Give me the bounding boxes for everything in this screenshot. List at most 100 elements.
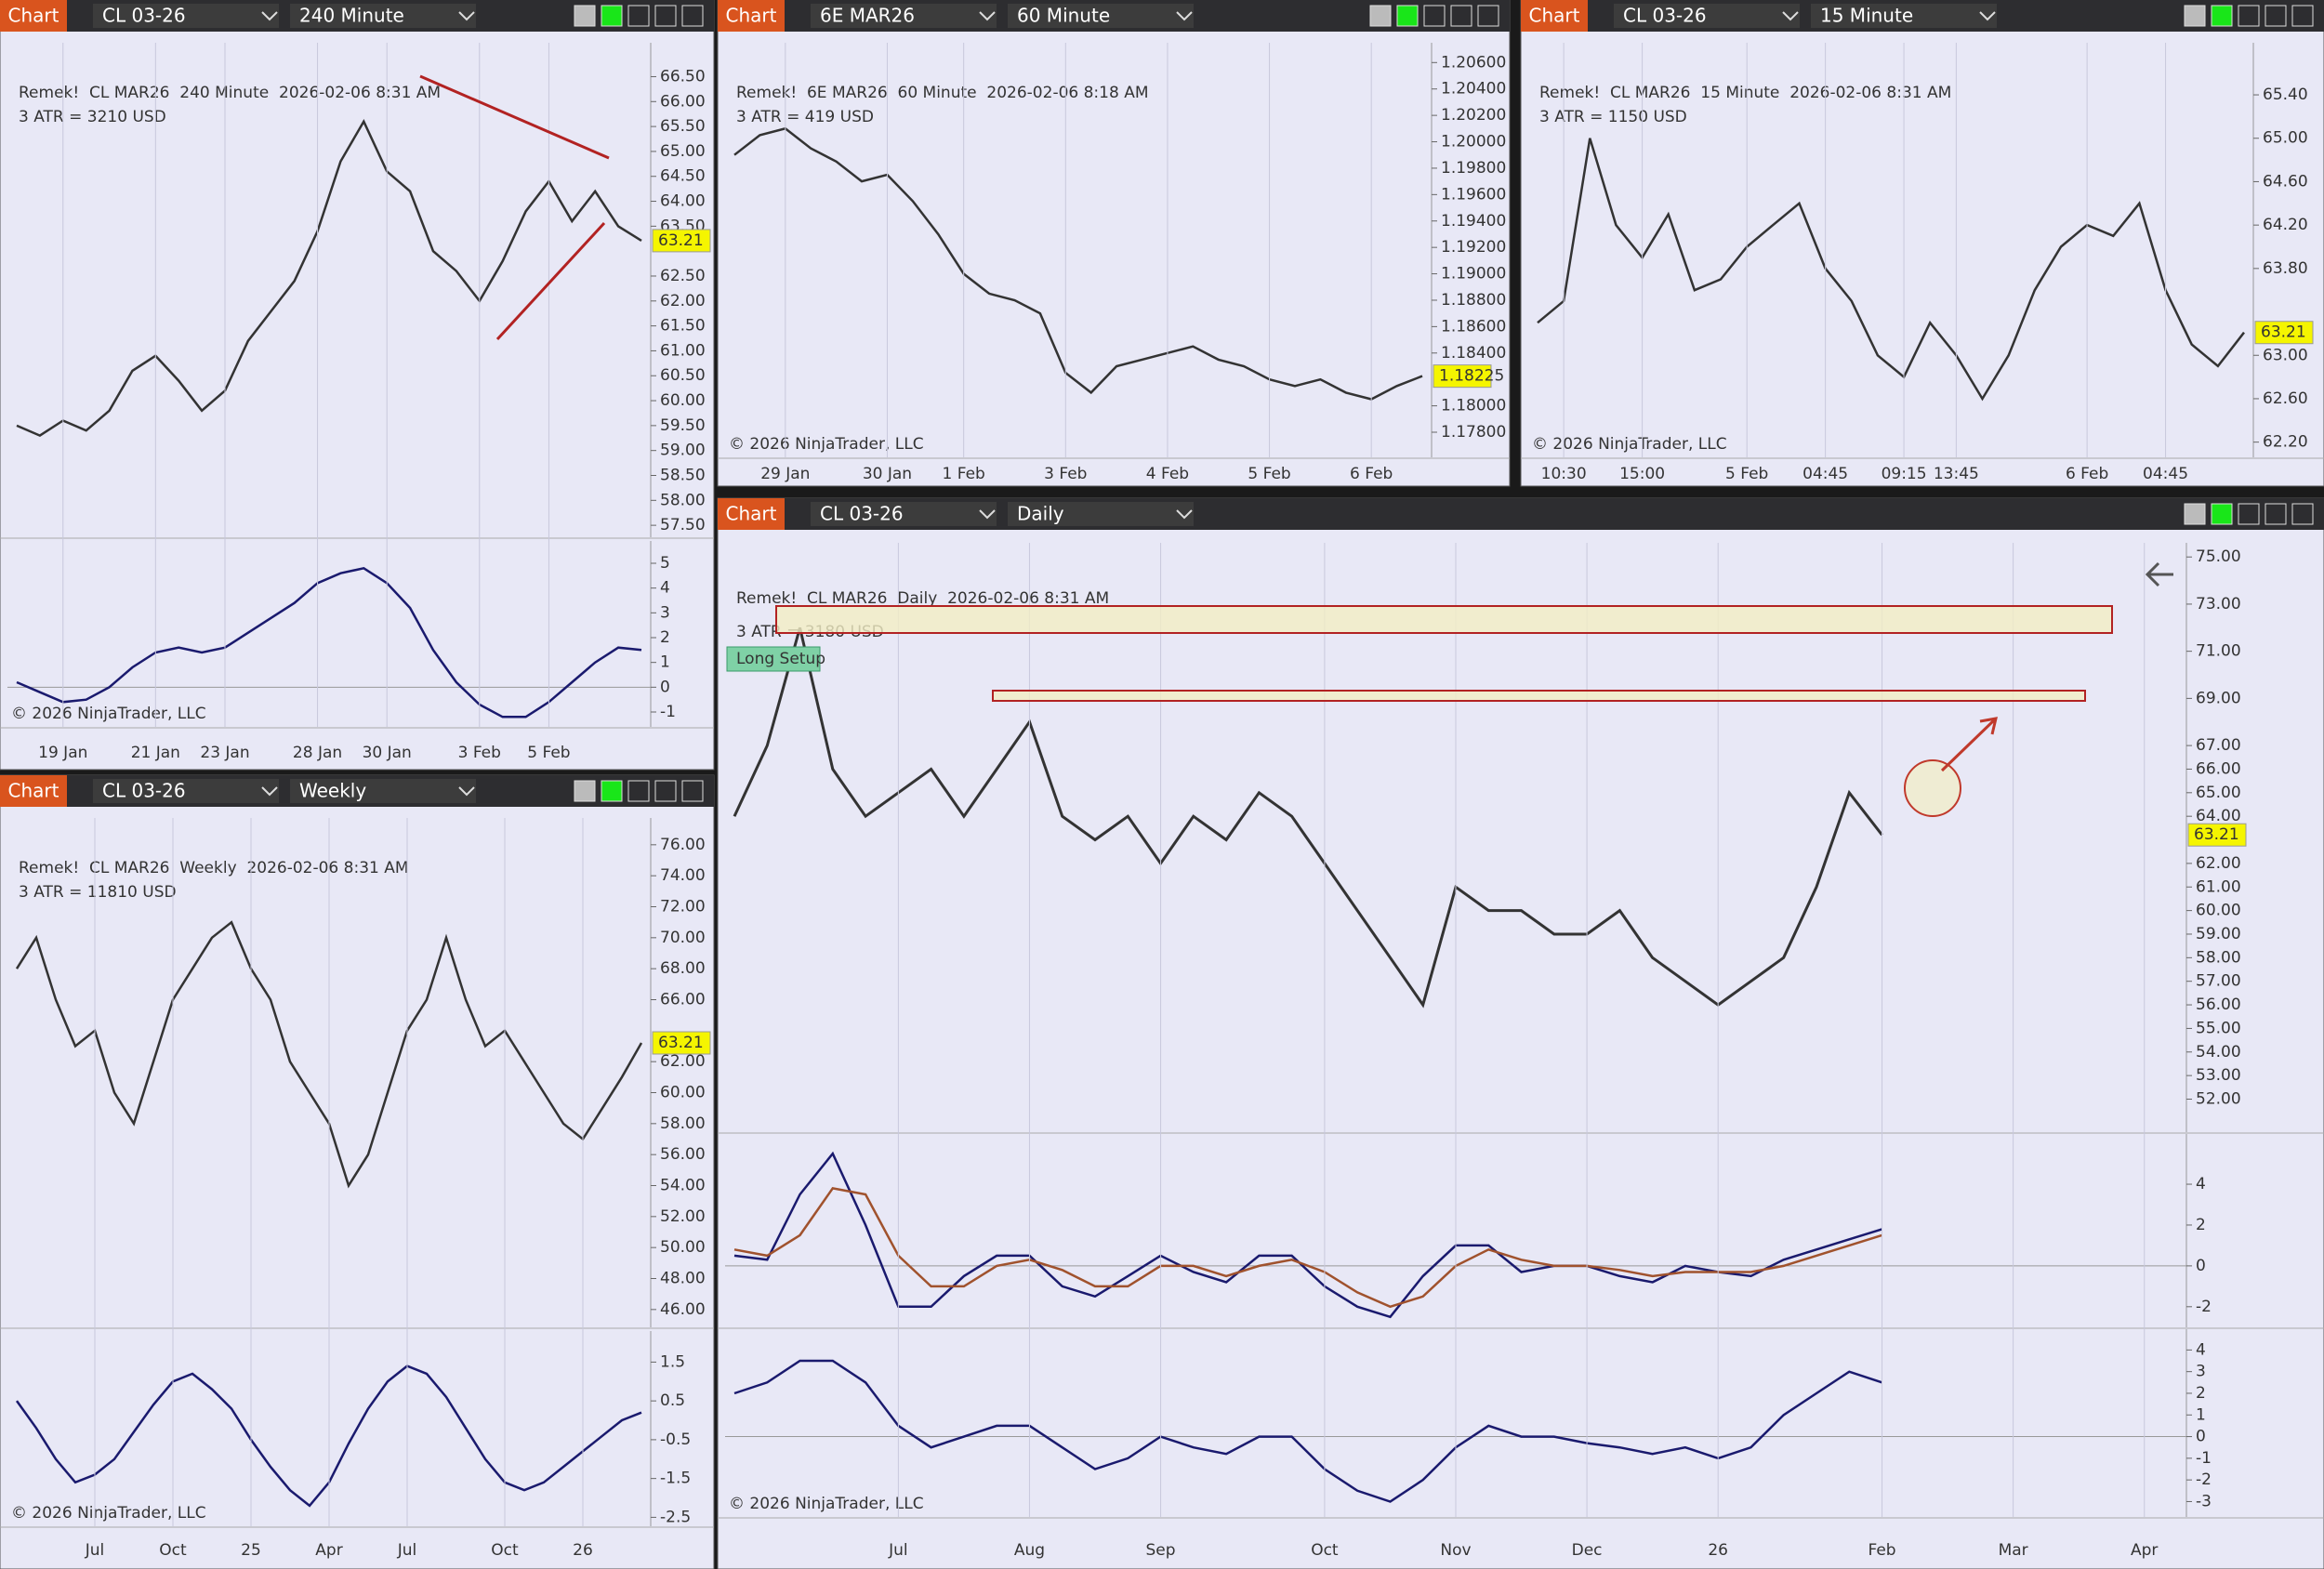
chart-window: Chart CL 03-26 15 Minute 62.20 62.60 63.00 63.… [1520,0,2324,487]
last-price-marker [1433,364,1492,389]
instrument-select[interactable] [1614,4,1800,28]
copyright: © 2026 NinjaTrader, LLC [729,435,924,454]
window-button[interactable] [1423,5,1446,27]
instrument-label[interactable]: CL 03-26 [102,5,186,27]
back-arrow[interactable] [2145,561,2173,587]
window-button[interactable] [1396,5,1419,27]
interval-select[interactable] [290,4,476,28]
window-button[interactable] [2265,5,2287,27]
interval-label[interactable]: Daily [1017,503,1064,525]
window-button[interactable] [2291,5,2314,27]
instrument-label[interactable]: CL 03-26 [102,780,186,802]
y-tick-label: 57.50 [660,516,706,534]
window-button[interactable] [2211,503,2233,525]
interval-select[interactable] [290,779,476,803]
chart-tab[interactable] [718,0,785,32]
chart-tab[interactable] [0,0,67,32]
x-tick-label: Jul [888,1541,908,1560]
window-button[interactable] [2184,503,2206,525]
chart-tab[interactable] [0,775,67,807]
y-tick-label: 64.00 [660,192,706,211]
y-tick-label: 1.20600 [1441,53,1506,72]
x-tick-label: 5 Feb [527,744,570,762]
window-button[interactable] [1477,5,1499,27]
interval-label[interactable]: 240 Minute [299,5,404,27]
y-tick-label: 63.00 [2263,346,2308,364]
x-tick-label: 13:45 [1934,465,1979,483]
chart-tab-label[interactable]: Chart [726,503,777,525]
y-tick-label: 58.00 [660,491,706,509]
y-tick-label: 73.00 [2196,595,2241,613]
instrument-label[interactable]: CL 03-26 [1623,5,1707,27]
window-button[interactable] [654,780,677,802]
window-button[interactable] [2238,503,2260,525]
y-tick-label: 58.50 [660,467,706,485]
window-button[interactable] [627,5,650,27]
instrument-select[interactable] [811,502,997,526]
chart-header: Remek! CL MAR26 Weekly 2026-02-06 8:31 A… [19,859,409,877]
dropdown-caret [1979,11,1996,21]
long-setup-label[interactable]: Long Setup [736,650,825,668]
instrument-label[interactable]: CL 03-26 [820,503,904,525]
x-tick-label: 09:15 [1882,465,1927,483]
y-tick-label: 3 [2196,1363,2206,1381]
x-tick-label: 5 Feb [1725,465,1768,483]
chart-tab[interactable] [718,498,785,530]
y-tick-label: 62.00 [660,292,706,310]
interval-label[interactable]: 60 Minute [1017,5,1110,27]
long-setup-button[interactable] [726,646,821,672]
instrument-select[interactable] [93,4,279,28]
window-button[interactable] [681,5,704,27]
chart-tab[interactable] [1521,0,1588,32]
y-tick-label: 1.18800 [1441,291,1506,310]
dropdown-caret [458,11,475,21]
x-tick-label: 29 Jan [760,465,810,483]
window-button[interactable] [574,780,596,802]
window-button[interactable] [2291,503,2314,525]
window-button[interactable] [601,780,623,802]
y-tick-label: 62.60 [2263,389,2308,408]
x-tick-label: 1 Feb [943,465,985,483]
chart-tab-label[interactable]: Chart [8,780,59,802]
dropdown-caret [261,786,278,797]
window-button[interactable] [2211,5,2233,27]
x-tick-label: 10:30 [1541,465,1587,483]
y-tick-label: -3 [2196,1492,2212,1510]
y-tick-label: 52.00 [2196,1089,2241,1108]
y-tick-label: 1.20000 [1441,133,1506,152]
interval-select[interactable] [1008,4,1194,28]
interval-select[interactable] [1008,502,1194,526]
y-tick-label: 1.18600 [1441,317,1506,336]
window-button[interactable] [2238,5,2260,27]
interval-label[interactable]: 15 Minute [1820,5,1913,27]
instrument-select[interactable] [811,4,997,28]
drawing-object [419,74,610,341]
x-tick-label: Oct [1311,1541,1339,1560]
window-button[interactable] [1369,5,1392,27]
instrument-select[interactable] [93,779,279,803]
window-button[interactable] [601,5,623,27]
y-tick-label: 56.00 [2196,995,2241,1014]
window-button[interactable] [654,5,677,27]
y-tick-label: 53.00 [2196,1066,2241,1085]
chart-tab-label[interactable]: Chart [8,5,59,27]
instrument-label[interactable]: 6E MAR26 [820,5,915,27]
window-button[interactable] [574,5,596,27]
chart-tab-label[interactable]: Chart [1529,5,1580,27]
y-tick-label: 46.00 [660,1300,706,1319]
window-button[interactable] [2184,5,2206,27]
window-button[interactable] [681,780,704,802]
y-tick-label: 65.50 [660,117,706,136]
window-button[interactable] [2265,503,2287,525]
window-button[interactable] [1450,5,1472,27]
y-tick-label: 0 [2196,1257,2206,1275]
atr-label: 3 ATR = 1150 USD [1539,108,1687,126]
x-tick-label: 15:00 [1619,465,1665,483]
interval-select[interactable] [1811,4,1997,28]
interval-label[interactable]: Weekly [299,780,366,802]
y-tick-label: 0 [2196,1428,2206,1446]
y-tick-label: 69.00 [2196,689,2241,707]
chart-tab-label[interactable]: Chart [726,5,777,27]
window-button[interactable] [627,780,650,802]
y-tick-label: 60.00 [2196,902,2241,920]
